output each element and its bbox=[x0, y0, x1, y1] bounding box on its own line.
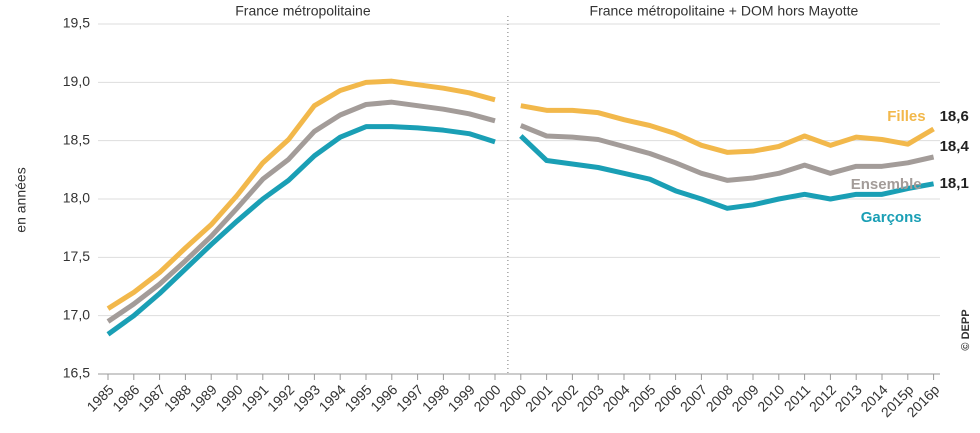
panel-title: France métropolitaine + DOM hors Mayotte bbox=[590, 3, 859, 19]
x-tick-label: 2000 bbox=[470, 381, 503, 414]
x-tick-label: 1998 bbox=[419, 381, 452, 414]
x-tick-label: 2004 bbox=[599, 381, 632, 414]
line bbox=[106, 99, 496, 324]
series-name: Ensemble bbox=[851, 176, 922, 193]
x-tick-label: 1988 bbox=[161, 381, 194, 414]
x-tick-label: 2009 bbox=[728, 381, 761, 414]
x-tick-label: 1990 bbox=[212, 381, 245, 414]
line bbox=[519, 134, 935, 211]
credit: © DEPP bbox=[960, 309, 972, 350]
x-tick-label: 2005 bbox=[625, 381, 658, 414]
x-tick-label: 2006 bbox=[651, 381, 684, 414]
x-tick-label: 1991 bbox=[238, 381, 271, 414]
x-tick-label: 2008 bbox=[703, 381, 736, 414]
x-tick-label: 1986 bbox=[109, 381, 142, 414]
series-name: Filles bbox=[887, 108, 925, 125]
x-tick-label: 2013 bbox=[832, 381, 865, 414]
x-tick-label: 1989 bbox=[187, 381, 220, 414]
y-axis-label: en années bbox=[13, 167, 29, 232]
x-tick-label: 1994 bbox=[316, 381, 349, 414]
x-tick-label: 2002 bbox=[548, 381, 581, 414]
x-tick-label: 2003 bbox=[574, 381, 607, 414]
line bbox=[106, 124, 496, 337]
x-tick-label: 2011 bbox=[781, 381, 814, 414]
y-tick-label: 19,5 bbox=[63, 15, 90, 31]
x-tick-label: 1995 bbox=[341, 381, 374, 414]
x-tick-label: 2007 bbox=[677, 381, 710, 414]
end-value-label: 18,1 bbox=[940, 175, 969, 192]
x-tick-label: 2010 bbox=[754, 381, 787, 414]
line bbox=[519, 123, 935, 183]
y-tick-label: 16,5 bbox=[63, 365, 90, 381]
x-tick-label: 1985 bbox=[83, 381, 116, 414]
x-tick-label: 2001 bbox=[522, 381, 555, 414]
line bbox=[106, 78, 496, 311]
x-tick-label: 1999 bbox=[445, 381, 478, 414]
end-value-label: 18,6 bbox=[940, 108, 969, 125]
end-value-label: 18,4 bbox=[940, 138, 970, 155]
y-tick-label: 18,5 bbox=[63, 131, 90, 147]
x-tick-label: 2012 bbox=[806, 381, 839, 414]
x-tick-label: 2000 bbox=[496, 381, 529, 414]
series-name: Garçons bbox=[861, 209, 922, 226]
x-tick-label: 1996 bbox=[367, 381, 400, 414]
y-tick-label: 17,5 bbox=[63, 248, 90, 264]
x-tick-label: 1992 bbox=[264, 381, 297, 414]
x-tick-label: 1993 bbox=[290, 381, 323, 414]
x-tick-label: 1987 bbox=[135, 381, 168, 414]
line bbox=[520, 103, 935, 155]
y-tick-label: 19,0 bbox=[63, 73, 90, 89]
y-tick-label: 17,0 bbox=[63, 306, 90, 322]
panel-title: France métropolitaine bbox=[235, 3, 371, 19]
x-tick-label: 1997 bbox=[393, 381, 426, 414]
y-tick-label: 18,0 bbox=[63, 190, 90, 206]
